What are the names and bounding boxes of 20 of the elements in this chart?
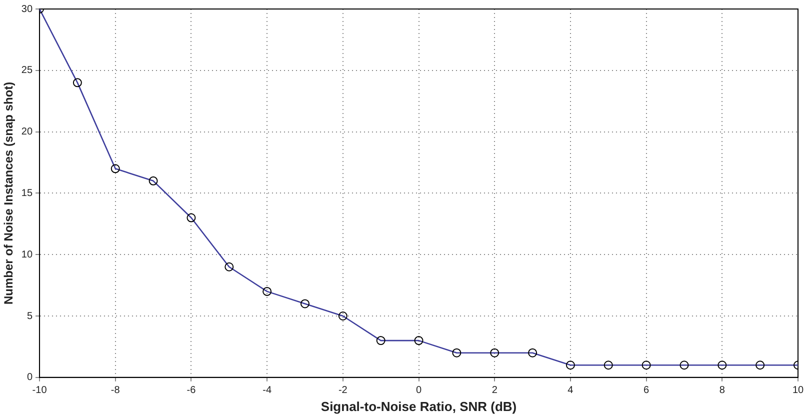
x-tick-label: 0 bbox=[416, 385, 422, 396]
x-tick-label: -2 bbox=[338, 385, 348, 396]
x-tick-label: 8 bbox=[719, 385, 726, 396]
x-tick-label: -4 bbox=[262, 385, 272, 396]
y-tick-label: 30 bbox=[21, 4, 33, 15]
y-tick-label: 0 bbox=[26, 372, 33, 384]
x-axis-title: Signal-to-Noise Ratio, SNR (dB) bbox=[320, 398, 517, 414]
x-tick-label: 10 bbox=[792, 385, 804, 396]
x-tick-label: -10 bbox=[32, 385, 48, 396]
y-tick-label: 25 bbox=[21, 65, 33, 76]
y-tick-label: 5 bbox=[26, 310, 33, 322]
y-tick-label: 10 bbox=[21, 249, 33, 260]
x-tick-label: -8 bbox=[110, 385, 120, 396]
y-tick-label: 15 bbox=[21, 188, 33, 199]
y-axis-title: Number of Noise Instances (snap shot) bbox=[2, 82, 16, 305]
x-tick-label: 6 bbox=[644, 385, 650, 396]
y-tick-label: 20 bbox=[21, 126, 33, 138]
x-tick-label: 2 bbox=[492, 385, 498, 396]
x-tick-label: 4 bbox=[568, 385, 574, 396]
x-tick-label: -6 bbox=[186, 385, 196, 396]
